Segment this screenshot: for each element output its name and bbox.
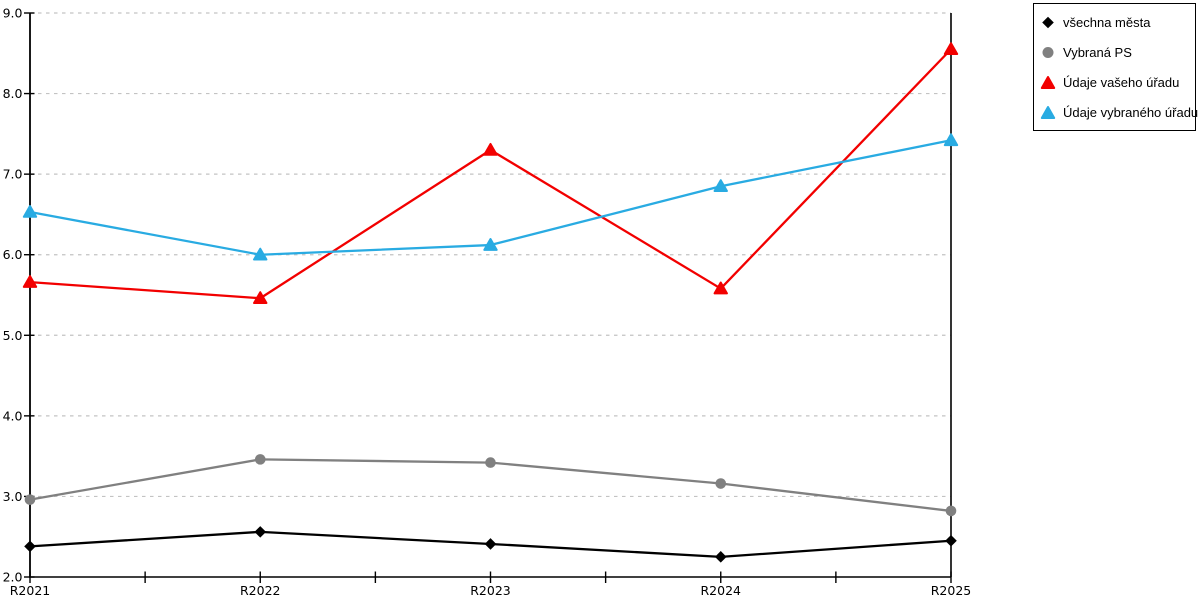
circle-marker-icon (485, 457, 496, 468)
triangle-marker-icon (22, 205, 38, 218)
y-tick-label: 5.0 (3, 328, 23, 343)
x-tick-label: R2022 (240, 583, 281, 598)
circle-marker-icon (715, 478, 727, 489)
legend-label: všechna města (1063, 14, 1151, 30)
series-2 (24, 454, 957, 517)
x-tick-label: R2021 (10, 583, 51, 598)
triangle-marker-icon (713, 179, 728, 193)
x-tick-label: R2023 (470, 583, 511, 598)
triangle-marker-icon (943, 42, 959, 56)
y-tick-label: 6.0 (3, 247, 23, 262)
diamond-marker-icon (24, 540, 36, 553)
y-tick-label: 2.0 (3, 570, 23, 585)
triangle-legend-icon (1040, 75, 1056, 89)
circle-legend-icon (1042, 46, 1054, 58)
triangle-marker-icon (713, 281, 728, 295)
circle-marker-icon (254, 454, 266, 465)
series-1 (24, 526, 957, 563)
legend-item-1: všechna města (1040, 7, 1189, 37)
series-3 (22, 42, 959, 305)
diamond-marker-icon (945, 534, 957, 547)
triangle-marker-icon (943, 133, 959, 147)
x-tick-label: R2025 (931, 583, 972, 598)
legend-item-2: Vybraná PS (1040, 37, 1189, 67)
y-tick-label: 4.0 (3, 408, 23, 423)
triangle-legend-icon (1040, 105, 1056, 119)
y-tick-label: 8.0 (3, 86, 23, 101)
triangle-marker-icon (483, 238, 498, 251)
diamond-legend-icon (1042, 16, 1054, 28)
diamond-marker-icon (254, 526, 267, 538)
triangle-marker-icon (22, 275, 38, 288)
circle-marker-icon (24, 494, 36, 505)
triangle-marker-icon (253, 291, 268, 305)
legend-label: Údaje vybraného úřadu (1063, 104, 1199, 120)
legend-item-4: Údaje vybraného úřadu (1040, 97, 1198, 127)
series-4 (22, 133, 959, 261)
y-tick-label: 7.0 (3, 167, 23, 182)
triangle-marker-icon (483, 142, 498, 156)
diamond-marker-icon (484, 538, 497, 550)
series-line (29, 139, 952, 256)
legend-label: Údaje vašeho úřadu (1063, 74, 1180, 90)
legend-label: Vybraná PS (1063, 44, 1132, 60)
diamond-marker-icon (714, 551, 727, 563)
legend-item-3: Údaje vašeho úřadu (1040, 67, 1189, 97)
legend: všechna města Vybraná PS Údaje vašeho úřad… (1033, 3, 1198, 131)
x-tick-label: R2024 (701, 583, 742, 598)
y-tick-label: 3.0 (3, 489, 23, 504)
y-tick-label: 9.0 (3, 6, 23, 21)
circle-marker-icon (945, 505, 957, 517)
triangle-marker-icon (253, 247, 268, 261)
